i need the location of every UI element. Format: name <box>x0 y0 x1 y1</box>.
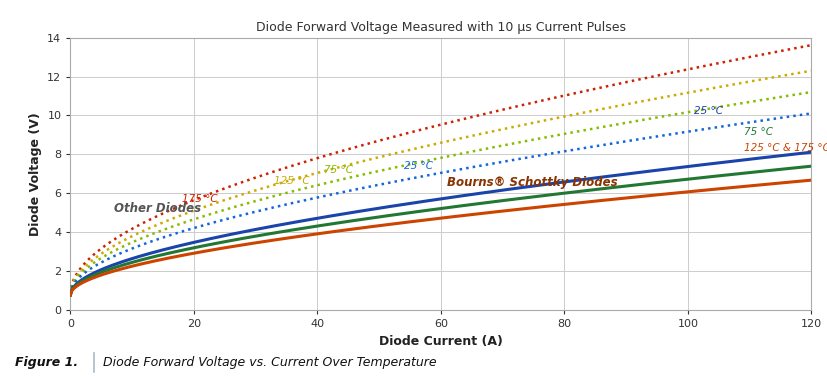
Text: 75 °C: 75 °C <box>323 165 352 175</box>
Text: 25 °C: 25 °C <box>404 161 433 171</box>
Text: 125 °C: 125 °C <box>274 176 309 186</box>
Text: Diode Forward Voltage vs. Current Over Temperature: Diode Forward Voltage vs. Current Over T… <box>103 356 437 369</box>
Text: 75 °C: 75 °C <box>743 127 772 137</box>
Y-axis label: Diode Voltage (V): Diode Voltage (V) <box>29 112 41 236</box>
Text: Figure 1.: Figure 1. <box>15 356 78 369</box>
Title: Diode Forward Voltage Measured with 10 μs Current Pulses: Diode Forward Voltage Measured with 10 μ… <box>256 21 625 34</box>
Text: 125 °C & 175 °C: 125 °C & 175 °C <box>743 143 827 153</box>
Text: 25 °C: 25 °C <box>693 106 722 115</box>
Text: 175 °C: 175 °C <box>181 194 217 204</box>
Text: Bourns® Schottky Diodes: Bourns® Schottky Diodes <box>447 176 617 189</box>
X-axis label: Diode Current (A): Diode Current (A) <box>379 335 502 348</box>
Text: Other Diodes: Other Diodes <box>113 202 200 215</box>
